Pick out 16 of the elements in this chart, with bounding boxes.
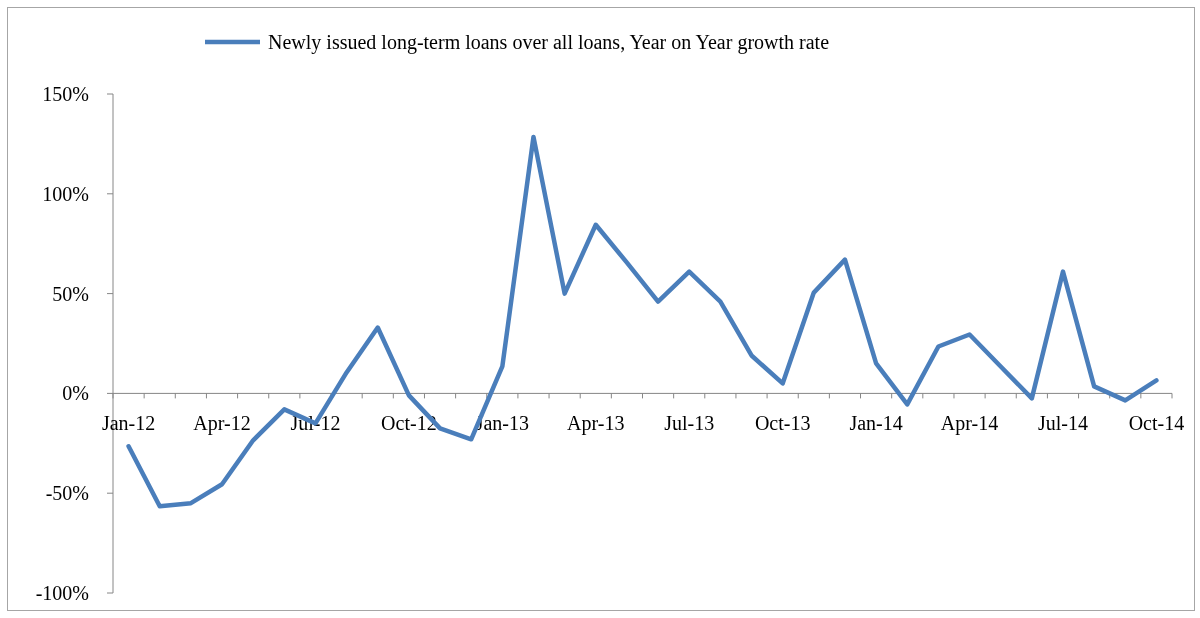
y-tick-label: 50%: [52, 282, 89, 305]
y-tick-label: -100%: [35, 582, 89, 604]
y-tick-label: 0%: [62, 382, 89, 405]
x-tick-label: Apr-13: [567, 412, 625, 436]
legend-label: Newly issued long-term loans over all loans, Year on Year growth rate: [268, 31, 830, 54]
x-tick-label: Oct-14: [1128, 412, 1185, 435]
x-tick-label: Jul-13: [664, 412, 715, 435]
x-tick-label: Jan-14: [849, 412, 903, 435]
x-tick-label: Jan-12: [101, 412, 156, 435]
x-tick-label: Apr-14: [940, 412, 999, 436]
x-tick-label: Apr-12: [193, 412, 251, 436]
y-tick-label: 150%: [42, 83, 89, 105]
y-tick-label: -50%: [45, 482, 89, 505]
x-tick-label: Oct-13: [754, 412, 811, 435]
y-tick-label: 100%: [42, 182, 89, 205]
x-tick-label: Jul-14: [1037, 412, 1088, 435]
